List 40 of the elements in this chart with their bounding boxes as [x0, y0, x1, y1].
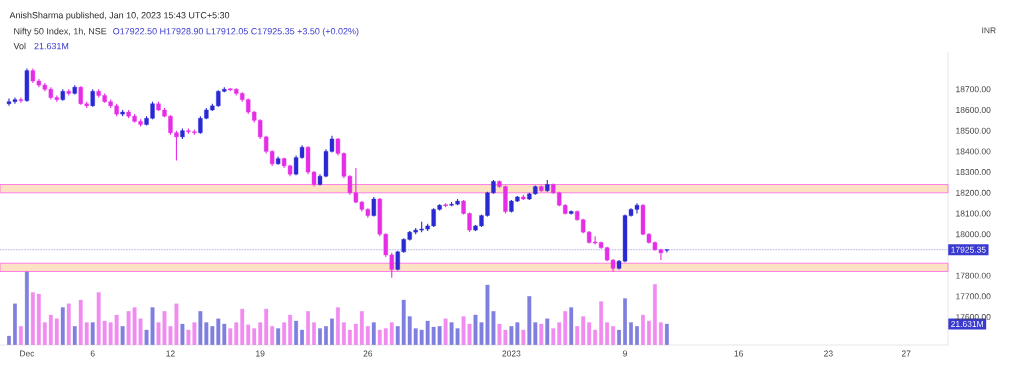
y-tick-label: 18000.00: [956, 231, 991, 238]
y-tick-label: 18500.00: [956, 127, 991, 134]
x-tick-label: 27: [901, 350, 911, 357]
x-tick-label: 12: [166, 350, 175, 357]
x-tick-label: Dec: [20, 350, 35, 357]
candlestick: [18, 97, 24, 104]
x-tick-label: 19: [256, 350, 265, 357]
candlestick: [60, 88, 65, 102]
x-tick-label: 23: [824, 350, 833, 357]
candlestick: [664, 248, 670, 253]
y-tick-label: 18300.00: [956, 169, 991, 176]
y-tick-label: 17600.00: [956, 314, 991, 321]
candlestick: [180, 128, 185, 140]
y-tick-label: 18600.00: [956, 106, 991, 113]
y-tick-label: 18700.00: [956, 86, 991, 93]
x-tick-label: 9: [623, 350, 627, 357]
x-tick-label: 2023: [502, 350, 521, 357]
candlestick: [569, 209, 574, 216]
candlestick: [371, 196, 376, 218]
chart-title: Nifty 50 Index, 1h, NSE: [14, 27, 107, 37]
y-tick-label: 18200.00: [956, 189, 991, 196]
y-tick-label: 18100.00: [956, 210, 991, 217]
x-tick-label: 26: [363, 350, 373, 357]
y-tick-label: 18400.00: [956, 148, 991, 155]
candlestick: [275, 156, 281, 166]
x-tick-label: 6: [90, 350, 95, 357]
x-tick-label: 16: [734, 350, 744, 357]
chart-subtitle: AnishSharma published, Jan 10, 2023 15:43 UTC+5:30: [9, 11, 230, 21]
text: 21.631M: [34, 42, 69, 50]
candlestick: [72, 84, 77, 95]
ref-line-label: 17925.35: [951, 246, 986, 253]
text: O17922.50 H17928.90 L17912.05 C17925.35 +3.50 (+0.02%): [113, 27, 359, 37]
y-tick-label: 17800.00: [956, 272, 991, 279]
chart-title: Vol: [13, 42, 26, 50]
text: 21.631M: [951, 321, 983, 327]
y-axis-title: INR: [982, 27, 996, 34]
candlestick: [90, 88, 95, 108]
candlestick: [24, 68, 30, 103]
candlestick: [545, 179, 550, 193]
y-tick-label: 17700.00: [956, 293, 991, 300]
